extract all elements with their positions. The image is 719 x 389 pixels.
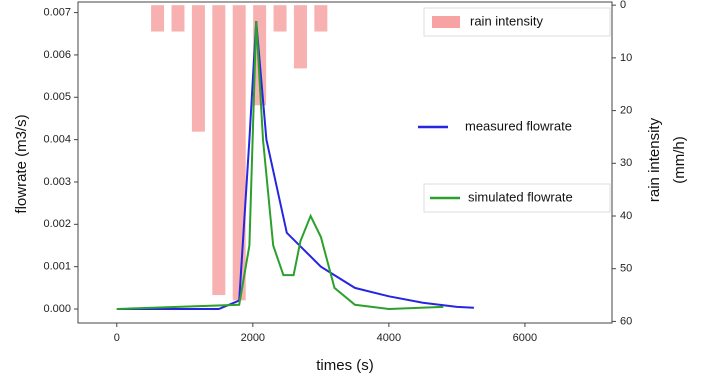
x-tick-label: 6000 xyxy=(513,332,537,344)
legend-label: measured flowrate xyxy=(465,118,572,133)
y2-axis-label: (mm/h) xyxy=(671,136,688,184)
rain-bar xyxy=(293,5,307,69)
y2-axis-label: rain intensity xyxy=(646,117,663,202)
rain-bar xyxy=(232,5,246,301)
rain-bar xyxy=(151,5,165,32)
y-tick-label: 0.003 xyxy=(43,176,71,188)
legend-label: rain intensity xyxy=(470,13,543,28)
x-axis-label: times (s) xyxy=(316,357,374,374)
y-tick-label: 0.007 xyxy=(43,6,71,18)
y2-tick-label: 20 xyxy=(620,104,632,116)
y-tick-label: 0.005 xyxy=(43,91,71,103)
legend-label: simulated flowrate xyxy=(468,189,573,204)
rain-bar xyxy=(273,5,287,32)
y2-tick-label: 40 xyxy=(620,210,632,222)
rain-bar xyxy=(314,5,328,32)
y-tick-label: 0.002 xyxy=(43,218,71,230)
y2-tick-label: 50 xyxy=(620,263,632,275)
y-tick-label: 0.004 xyxy=(43,134,71,146)
y-tick-label: 0.006 xyxy=(43,49,71,61)
y2-tick-label: 0 xyxy=(620,0,626,11)
rain-bar xyxy=(171,5,185,32)
rain-bar xyxy=(212,5,226,296)
rain-bar xyxy=(191,5,205,132)
y-axis-label: flowrate (m3/s) xyxy=(13,114,30,213)
legend-swatch xyxy=(432,16,460,28)
y2-tick-label: 10 xyxy=(620,52,632,64)
flow-line xyxy=(116,21,444,311)
y2-tick-label: 60 xyxy=(620,315,632,327)
plot-frame xyxy=(77,1,613,324)
y-tick-label: 0.001 xyxy=(43,261,71,273)
x-tick-label: 0 xyxy=(114,332,120,344)
x-tick-label: 2000 xyxy=(241,332,265,344)
y-tick-label: 0.000 xyxy=(43,303,71,315)
y2-tick-label: 30 xyxy=(620,157,632,169)
x-tick-label: 4000 xyxy=(377,332,401,344)
